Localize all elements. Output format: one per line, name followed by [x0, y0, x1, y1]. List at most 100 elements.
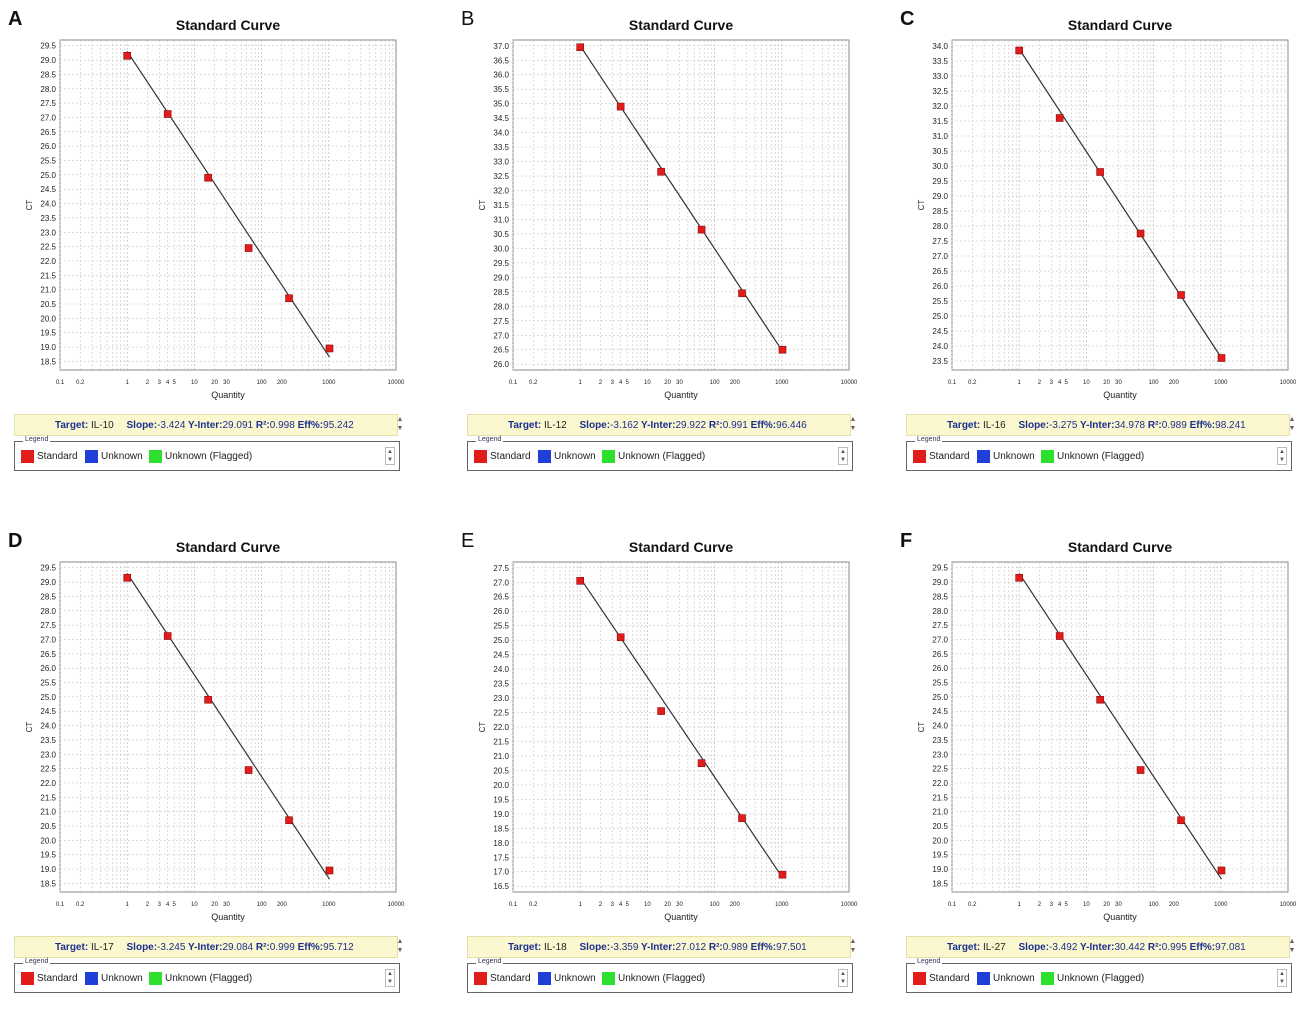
panel-f: F Standard Curve 18.5 19.0 19.5 20.0 20.5 21.0…: [900, 530, 1296, 1010]
chart-title: Standard Curve: [1068, 539, 1172, 555]
x-tick-label: 30: [1115, 380, 1122, 386]
legend-item-unknown: Unknown: [85, 972, 143, 985]
x-tick-label: 10000: [388, 380, 405, 386]
data-point: [244, 244, 253, 252]
y-tick-label: 21.0: [40, 286, 56, 295]
y-axis-label: CT: [917, 722, 926, 733]
y-tick-label: 28.5: [40, 592, 56, 601]
info-scroll-arrows[interactable]: ▲ ▼: [396, 416, 404, 432]
y-tick-label: 19.0: [40, 343, 56, 352]
info-bar: Target: IL-16 Slope:-3.275 Y-Inter:34.97…: [906, 414, 1290, 436]
x-tick-label: 4: [166, 902, 170, 908]
y-tick-label: 23.5: [932, 736, 948, 745]
data-point: [738, 814, 746, 822]
eff-value: 97.501: [776, 942, 807, 953]
x-tick-label: 200: [1169, 902, 1180, 908]
y-tick-label: 20.5: [932, 822, 948, 831]
legend-scroll-arrows[interactable]: ▲ ▼: [1277, 447, 1287, 465]
yinter-label: Y-Inter:: [641, 942, 676, 953]
y-tick-label: 25.0: [40, 693, 56, 702]
info-bar: Target: IL-17 Slope:-3.245 Y-Inter:29.08…: [14, 936, 398, 958]
x-tick-label: 5: [1064, 380, 1068, 386]
info-scroll-arrows[interactable]: ▲ ▼: [849, 938, 857, 954]
x-tick-label: 3: [158, 902, 162, 908]
y-tick-label: 26.0: [493, 607, 509, 616]
data-point: [204, 695, 212, 704]
x-tick-label: 0.2: [529, 380, 538, 386]
x-tick-label: 3: [611, 902, 615, 908]
data-point: [778, 345, 787, 354]
yinter-label: Y-Inter:: [641, 420, 676, 431]
legend-item-unknown-flagged: Unknown (Flagged): [602, 972, 705, 985]
x-axis-label: Quantity: [211, 390, 245, 400]
legend-scroll-arrows[interactable]: ▲ ▼: [385, 969, 395, 987]
info-scroll-arrows[interactable]: ▲ ▼: [1288, 416, 1296, 432]
y-tick-label: 23.0: [40, 750, 56, 759]
regression-line: [579, 45, 783, 352]
y-tick-label: 34.0: [932, 42, 948, 51]
y-tick-label: 27.0: [932, 252, 948, 261]
x-axis-label: Quantity: [664, 390, 698, 400]
panel-letter: F: [900, 530, 913, 552]
data-point: [697, 225, 706, 234]
info-scroll-arrows[interactable]: ▲ ▼: [396, 938, 404, 954]
y-tick-label: 31.0: [932, 132, 948, 141]
r2-label: R²:: [255, 942, 270, 953]
y-tick-label: 23.0: [40, 228, 56, 237]
legend-title: Legend: [915, 436, 943, 443]
panel-letter: A: [8, 8, 23, 30]
y-tick-label: 26.5: [932, 650, 948, 659]
x-tick-label: 4: [1058, 902, 1062, 908]
r2-label: R²:: [255, 420, 270, 431]
legend: Legend Standard Unknown Unknown (Flagged…: [467, 958, 853, 993]
y-tick-label: 22.0: [40, 779, 56, 788]
swatch-icon: [149, 450, 162, 463]
x-tick-label: 20: [1103, 902, 1110, 908]
slope-value: -3.245: [157, 942, 186, 953]
yinter-value: 27.012: [675, 942, 707, 953]
legend-label: Unknown (Flagged): [618, 451, 706, 463]
x-tick-label: 200: [730, 902, 741, 908]
legend-item-unknown: Unknown: [977, 450, 1035, 463]
data-point: [204, 173, 212, 182]
legend-label: Standard: [490, 451, 531, 463]
x-tick-label: 1000: [1214, 380, 1228, 386]
target-value: IL-16: [982, 420, 1006, 431]
y-tick-label: 28.0: [493, 302, 509, 311]
legend-item-unknown-flagged: Unknown (Flagged): [149, 972, 252, 985]
legend-scroll-arrows[interactable]: ▲ ▼: [838, 969, 848, 987]
y-tick-label: 25.0: [932, 693, 948, 702]
y-tick-label: 18.5: [932, 879, 948, 888]
y-tick-label: 25.0: [493, 636, 509, 645]
y-tick-label: 24.5: [932, 707, 948, 716]
y-tick-label: 26.5: [493, 346, 509, 355]
eff-label: Eff%:: [1189, 420, 1216, 431]
y-tick-label: 22.5: [932, 765, 948, 774]
legend-label: Unknown: [993, 973, 1035, 985]
y-tick-label: 20.5: [493, 766, 509, 775]
swatch-icon: [913, 450, 926, 463]
info-scroll-arrows[interactable]: ▲ ▼: [1288, 938, 1296, 954]
standard-curve-chart: Standard Curve 23.5 24.0 24.5 25.0 25.5 26.0 26…: [917, 17, 1296, 400]
legend-item-standard: Standard: [913, 450, 970, 463]
y-tick-label: 21.0: [932, 808, 948, 817]
x-tick-label: 0.2: [76, 380, 85, 386]
legend-item-unknown-flagged: Unknown (Flagged): [149, 450, 252, 463]
legend-scroll-arrows[interactable]: ▲ ▼: [385, 447, 395, 465]
legend-scroll-arrows[interactable]: ▲ ▼: [1277, 969, 1287, 987]
legend-scroll-arrows[interactable]: ▲ ▼: [838, 447, 848, 465]
x-tick-label: 1: [579, 902, 583, 908]
y-tick-label: 28.0: [932, 222, 948, 231]
data-point: [1096, 695, 1104, 704]
target-value: IL-17: [90, 942, 114, 953]
data-point: [123, 573, 131, 582]
info-scroll-arrows[interactable]: ▲ ▼: [849, 416, 857, 432]
slope-value: -3.492: [1049, 942, 1078, 953]
x-tick-label: 1000: [775, 902, 789, 908]
r2-label: R²:: [1147, 942, 1162, 953]
panel-e: E Standard Curve 16.5 17.0 17.5 18.0 18.5 19.0…: [461, 530, 861, 1010]
y-tick-label: 33.5: [493, 143, 509, 152]
y-axis-label: CT: [917, 200, 926, 211]
x-tick-label: 3: [158, 380, 162, 386]
slope-label: Slope:: [1018, 942, 1050, 953]
